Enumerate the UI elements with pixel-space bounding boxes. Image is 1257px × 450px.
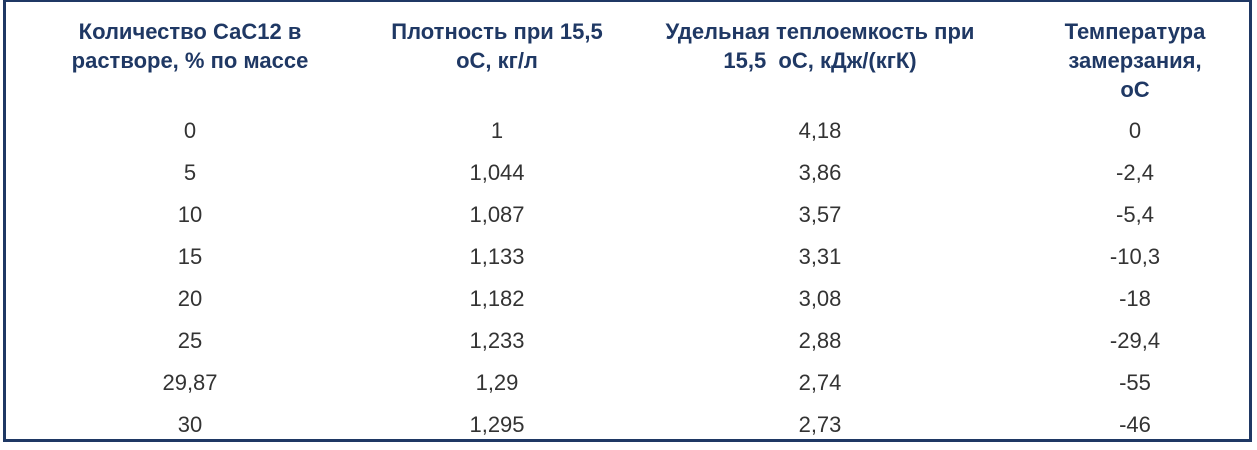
table-cell: -46 (1119, 412, 1151, 437)
table-cell: 0 (1128, 118, 1142, 143)
table-cell: 1,087 (469, 202, 525, 227)
header-cell: Удельная теплоемкость при (665, 19, 975, 44)
table-cell: 1,233 (469, 328, 525, 353)
table-cell: 10 (177, 202, 203, 227)
table-cell: 3,57 (798, 202, 842, 227)
header-cell: Температура (1064, 19, 1206, 44)
table-cell: 30 (177, 412, 203, 437)
table-cell: -2,4 (1116, 160, 1154, 185)
table-cell: 1 (490, 118, 504, 143)
table-cell: -5,4 (1116, 202, 1154, 227)
header-cell: растворе, % по массе (71, 48, 309, 73)
table-cell: -55 (1119, 370, 1151, 395)
table-cell: 2,74 (798, 370, 842, 395)
table-cell: 2,73 (798, 412, 842, 437)
header-cell: оС, кг/л (456, 48, 538, 73)
table-cell: 25 (177, 328, 203, 353)
table-cell: 1,133 (469, 244, 525, 269)
header-cell: оС (1120, 77, 1150, 102)
frame-left (3, 0, 6, 442)
table-cell: 15 (177, 244, 203, 269)
table-cell: 1,29 (475, 370, 519, 395)
frame-right (1249, 0, 1252, 442)
table-cell: -10,3 (1109, 244, 1161, 269)
table-cell: 1,295 (469, 412, 525, 437)
header-cell: 15,5 оС, кДж/(кгК) (723, 48, 917, 73)
frame-bottom (3, 439, 1252, 442)
header-cell: Количество СаС12 в (78, 19, 302, 44)
table-cell: 1,044 (469, 160, 525, 185)
table-cell: 3,31 (798, 244, 842, 269)
table-cell: 2,88 (798, 328, 842, 353)
table-cell: 3,08 (798, 286, 842, 311)
table-cell: 4,18 (798, 118, 842, 143)
table-cell: 0 (183, 118, 197, 143)
header-cell: Плотность при 15,5 (391, 19, 603, 44)
table-cell: 1,182 (469, 286, 525, 311)
table-cell: 20 (177, 286, 203, 311)
table-cell: -18 (1119, 286, 1151, 311)
table-cell: 3,86 (798, 160, 842, 185)
frame-top (3, 0, 1252, 2)
table-cell: 5 (183, 160, 197, 185)
header-cell: замерзания, (1068, 48, 1202, 73)
table-cell: -29,4 (1109, 328, 1161, 353)
table-cell: 29,87 (162, 370, 218, 395)
